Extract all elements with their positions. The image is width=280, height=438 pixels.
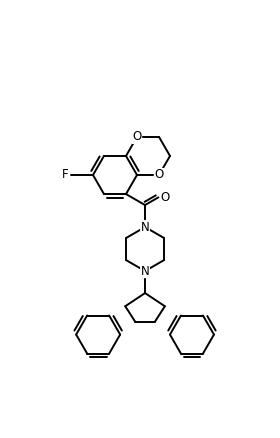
Text: F: F xyxy=(62,169,68,181)
Text: N: N xyxy=(141,221,150,233)
Text: O: O xyxy=(154,169,164,181)
Text: O: O xyxy=(161,191,170,204)
Text: N: N xyxy=(141,265,150,278)
Text: O: O xyxy=(132,131,142,143)
